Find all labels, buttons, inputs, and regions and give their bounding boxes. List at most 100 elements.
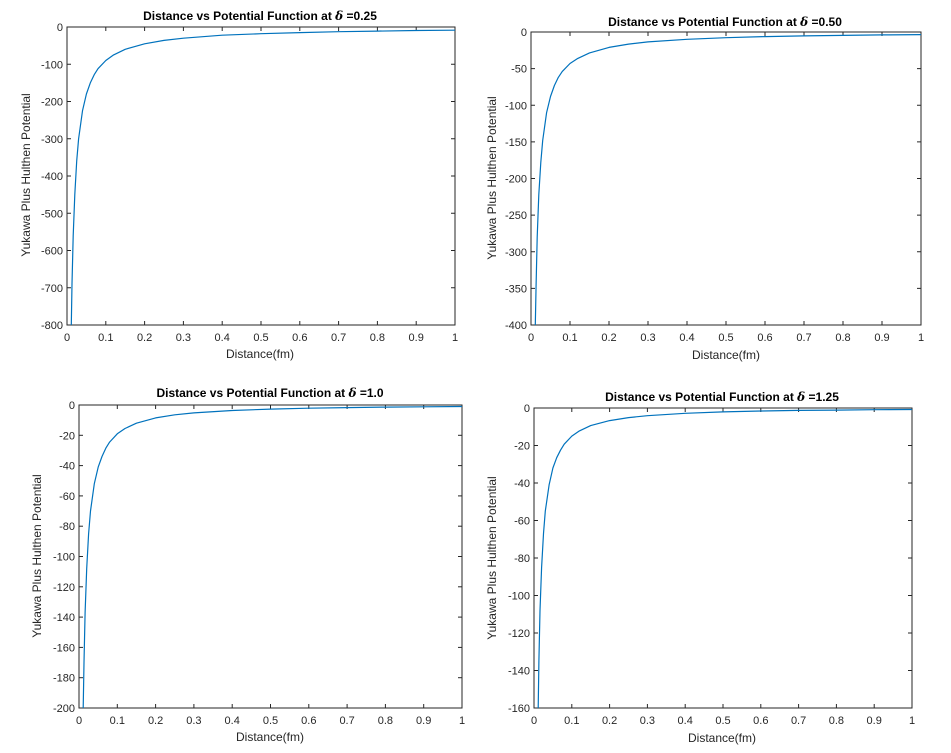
x-tick-label: 0.1 <box>562 332 577 344</box>
x-axis-label: Distance(fm) <box>688 731 756 745</box>
y-axis-label: Yukawa Plus Hulthen Potential <box>30 474 44 637</box>
x-tick-label: 0.8 <box>370 332 385 344</box>
y-tick-label: -200 <box>505 174 527 186</box>
y-tick-label: -40 <box>59 461 75 473</box>
y-tick-label: -140 <box>508 666 530 678</box>
x-tick-label: 0.9 <box>867 715 882 727</box>
x-tick-label: 1 <box>452 332 458 344</box>
x-tick-label: 0.9 <box>874 332 889 344</box>
y-tick-label: -100 <box>505 100 527 112</box>
x-tick-label: 0.2 <box>148 715 163 727</box>
x-tick-label: 0.7 <box>331 332 346 344</box>
chart-panel-delta-0-25: Distance vs Potential Function at δ =0.2… <box>19 9 458 361</box>
y-tick-label: 0 <box>57 22 63 34</box>
x-tick-label: 0.2 <box>602 715 617 727</box>
y-tick-label: -300 <box>41 134 63 146</box>
y-tick-label: -120 <box>508 628 530 640</box>
y-tick-label: -180 <box>53 673 75 685</box>
x-tick-label: 0.8 <box>829 715 844 727</box>
y-tick-label: -100 <box>508 591 530 603</box>
x-tick-label: 0.4 <box>679 332 694 344</box>
plot-area <box>78 404 463 709</box>
chart-title: Distance vs Potential Function at δ =1.0 <box>156 386 383 400</box>
x-tick-label: 0.6 <box>292 332 307 344</box>
y-axis-label: Yukawa Plus Hulthen Potential <box>485 96 499 259</box>
y-tick-label: -150 <box>505 137 527 149</box>
x-tick-label: 0.3 <box>640 332 655 344</box>
chart-title: Distance vs Potential Function at δ =1.2… <box>605 390 839 404</box>
x-tick-label: 0.3 <box>176 332 191 344</box>
x-tick-label: 0.6 <box>753 715 768 727</box>
y-tick-label: -100 <box>41 59 63 71</box>
x-tick-label: 0.4 <box>678 715 693 727</box>
y-tick-label: -50 <box>511 64 527 76</box>
y-tick-label: -60 <box>514 516 530 528</box>
x-tick-label: 0.1 <box>110 715 125 727</box>
x-axis-label: Distance(fm) <box>236 730 304 744</box>
x-tick-label: 1 <box>459 715 465 727</box>
y-tick-label: -160 <box>508 703 530 715</box>
y-tick-label: -140 <box>53 612 75 624</box>
x-tick-label: 0.9 <box>416 715 431 727</box>
plot-area <box>530 31 922 326</box>
x-tick-label: 0.7 <box>791 715 806 727</box>
chart-title: Distance vs Potential Function at δ =0.2… <box>143 9 377 23</box>
y-tick-label: -700 <box>41 283 63 295</box>
y-tick-label: 0 <box>69 400 75 412</box>
x-tick-label: 0 <box>76 715 82 727</box>
series-line <box>70 29 456 326</box>
y-tick-label: -800 <box>41 320 63 332</box>
x-tick-label: 1 <box>909 715 915 727</box>
x-tick-label: 0.7 <box>339 715 354 727</box>
y-tick-label: -600 <box>41 246 63 258</box>
x-tick-label: 0.8 <box>378 715 393 727</box>
y-axis-label: Yukawa Plus Hulthen Potential <box>19 93 33 256</box>
y-tick-label: 0 <box>524 403 530 415</box>
x-tick-label: 0.2 <box>601 332 616 344</box>
y-tick-label: -300 <box>505 247 527 259</box>
x-tick-label: 0.6 <box>757 332 772 344</box>
chart-panel-delta-0-50: Distance vs Potential Function at δ =0.5… <box>485 15 924 362</box>
chart-title: Distance vs Potential Function at δ =0.5… <box>608 15 842 29</box>
y-tick-label: -400 <box>41 171 63 183</box>
series-line <box>537 408 913 709</box>
x-tick-label: 0.5 <box>253 332 268 344</box>
x-tick-label: 1 <box>918 332 924 344</box>
series-line <box>534 34 922 326</box>
x-axis-label: Distance(fm) <box>226 347 294 361</box>
x-tick-label: 0.9 <box>409 332 424 344</box>
chart-panel-delta-1-0: Distance vs Potential Function at δ =1.0… <box>30 386 465 744</box>
y-tick-label: -40 <box>514 478 530 490</box>
y-tick-label: -80 <box>514 553 530 565</box>
x-tick-label: 0 <box>528 332 534 344</box>
x-tick-label: 0 <box>531 715 537 727</box>
y-tick-label: -250 <box>505 210 527 222</box>
x-tick-label: 0.5 <box>718 332 733 344</box>
y-tick-label: -100 <box>53 552 75 564</box>
y-tick-label: -160 <box>53 642 75 654</box>
x-tick-label: 0.2 <box>137 332 152 344</box>
y-tick-label: -400 <box>505 320 527 332</box>
x-axis-label: Distance(fm) <box>692 348 760 362</box>
y-tick-label: -500 <box>41 208 63 220</box>
plot-area <box>533 407 913 709</box>
x-tick-label: 0.3 <box>186 715 201 727</box>
y-tick-label: 0 <box>521 27 527 39</box>
y-tick-label: -350 <box>505 283 527 295</box>
x-tick-label: 0 <box>64 332 70 344</box>
x-tick-label: 0.4 <box>225 715 240 727</box>
y-tick-label: -200 <box>53 703 75 715</box>
y-axis-label: Yukawa Plus Hulthen Potential <box>485 476 499 639</box>
series-line <box>82 405 463 709</box>
x-tick-label: 0.7 <box>796 332 811 344</box>
y-tick-label: -20 <box>59 430 75 442</box>
y-tick-label: -80 <box>59 521 75 533</box>
x-tick-label: 0.8 <box>835 332 850 344</box>
x-tick-label: 0.4 <box>215 332 230 344</box>
plot-area <box>66 26 456 326</box>
x-tick-label: 0.5 <box>263 715 278 727</box>
y-tick-label: -200 <box>41 97 63 109</box>
chart-panel-delta-1-25: Distance vs Potential Function at δ =1.2… <box>485 390 915 745</box>
y-tick-label: -20 <box>514 441 530 453</box>
